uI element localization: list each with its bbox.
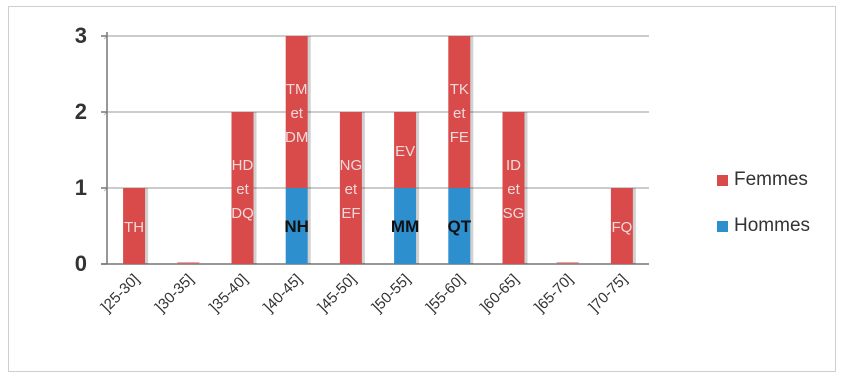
x-tick-label: ]60-65] bbox=[477, 271, 522, 316]
bar-data-label: NG bbox=[340, 157, 363, 174]
legend-label-hommes: Hommes bbox=[734, 215, 811, 236]
bar-femmes bbox=[448, 36, 471, 188]
bar-data-label: et bbox=[236, 181, 249, 198]
bar-hommes bbox=[394, 188, 417, 264]
bar-side-femmes bbox=[632, 188, 636, 264]
x-tick-label: ]35-40] bbox=[206, 271, 251, 316]
bar-side-hommes bbox=[416, 188, 420, 264]
bar-hommes bbox=[448, 188, 471, 264]
x-tick-label: ]50-55] bbox=[369, 271, 414, 316]
legend-item-femmes: Femmes bbox=[717, 169, 810, 191]
bar-data-label: HD bbox=[232, 157, 254, 174]
bar-data-label: EV bbox=[395, 143, 415, 160]
bar-empty bbox=[556, 262, 579, 264]
bar-femmes bbox=[339, 112, 362, 264]
bar-data-label: DM bbox=[285, 129, 308, 146]
bar-data-label: FQ bbox=[611, 219, 632, 236]
bar-data-label: TM bbox=[286, 81, 308, 98]
bar-data-label: TH bbox=[124, 219, 144, 236]
x-tick-label: ]45-50] bbox=[315, 271, 360, 316]
bar-data-label: ID bbox=[506, 157, 521, 174]
bar-side-femmes bbox=[307, 36, 311, 188]
bar-side-femmes bbox=[416, 112, 420, 188]
bar-femmes bbox=[285, 36, 308, 188]
legend-item-hommes: Hommes bbox=[717, 215, 810, 237]
x-tick-label: ]70-75] bbox=[586, 271, 631, 316]
bar-femmes bbox=[394, 112, 417, 188]
x-tick-label: ]40-45] bbox=[260, 271, 305, 316]
legend-swatch-hommes bbox=[717, 220, 728, 232]
bar-hommes bbox=[285, 188, 308, 264]
legend-label-femmes: Femmes bbox=[734, 169, 808, 190]
bar-data-label: NH bbox=[284, 217, 309, 236]
y-tick-label: 1 bbox=[75, 175, 87, 200]
bar-data-label: TK bbox=[450, 81, 469, 98]
bar-data-label: SG bbox=[503, 205, 525, 222]
y-tick-label: 3 bbox=[75, 23, 87, 48]
bar-data-label: MM bbox=[391, 217, 419, 236]
bar-femmes bbox=[231, 112, 254, 264]
bar-femmes bbox=[123, 188, 146, 264]
bar-data-label: et bbox=[290, 105, 303, 122]
bar-side-femmes bbox=[361, 112, 365, 264]
bar-side-femmes bbox=[253, 112, 257, 264]
bar-data-label: QT bbox=[447, 217, 471, 236]
bar-data-label: et bbox=[453, 105, 466, 122]
bar-side-femmes bbox=[470, 36, 474, 188]
bar-data-label: EF bbox=[341, 205, 360, 222]
bar-side-femmes bbox=[145, 188, 149, 264]
y-tick-label: 2 bbox=[75, 99, 87, 124]
legend-swatch-femmes bbox=[717, 174, 728, 186]
x-tick-label: ]55-60] bbox=[423, 271, 468, 316]
y-tick-label: 0 bbox=[75, 251, 87, 276]
bar-side-femmes bbox=[524, 112, 528, 264]
bar-empty bbox=[177, 262, 200, 264]
x-tick-label: ]25-30] bbox=[98, 271, 143, 316]
x-tick-label: ]30-35] bbox=[152, 271, 197, 316]
bar-side-hommes bbox=[307, 188, 311, 264]
bar-data-label: DQ bbox=[231, 205, 254, 222]
bar-femmes bbox=[610, 188, 633, 264]
bar-data-label: FE bbox=[450, 129, 469, 146]
bar-side-hommes bbox=[470, 188, 474, 264]
bar-femmes bbox=[502, 112, 525, 264]
stacked-bar-chart: 0 1 2 3 TH ]25-30]]30-35] HD et DQ ]35-40] NH TM et D… bbox=[75, 23, 649, 316]
legend: Femmes Hommes bbox=[717, 169, 810, 261]
x-tick-label: ]65-70] bbox=[531, 271, 576, 316]
bar-data-label: et bbox=[507, 181, 520, 198]
chart-frame: 0 1 2 3 TH ]25-30]]30-35] HD et DQ ]35-40] NH TM et D… bbox=[8, 6, 836, 372]
bar-data-label: et bbox=[345, 181, 358, 198]
